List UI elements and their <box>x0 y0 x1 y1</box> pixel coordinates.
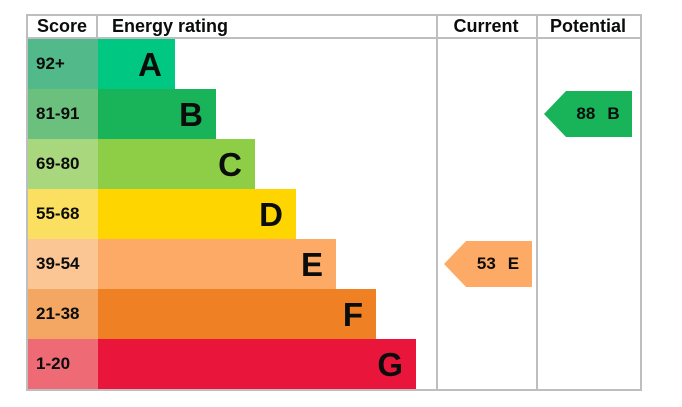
rating-table: Score Energy rating Current Potential 92… <box>26 14 642 391</box>
band-row-b: 81-91 B <box>28 89 640 139</box>
band-row-c: 69-80 C <box>28 139 640 189</box>
band-bar-c: C <box>98 139 255 189</box>
band-bar-b: B <box>98 89 216 139</box>
band-bar-a: A <box>98 39 175 89</box>
band-bar-d: D <box>98 189 296 239</box>
band-score-range: 39-54 <box>28 239 98 289</box>
band-bar-e: E <box>98 239 336 289</box>
potential-rating-arrow: 88 B <box>544 91 632 137</box>
band-bar-g: G <box>98 339 416 389</box>
table-header-row: Score Energy rating Current Potential <box>28 16 640 39</box>
band-score-range: 69-80 <box>28 139 98 189</box>
current-column-header: Current <box>453 16 519 36</box>
band-row-a: 92+ A <box>28 39 640 89</box>
score-column-header: Score <box>28 16 98 37</box>
band-row-f: 21-38 F <box>28 289 640 339</box>
potential-rating-score: 88 <box>576 104 596 123</box>
band-letter: C <box>218 145 242 183</box>
band-row-e: 39-54 E <box>28 239 640 289</box>
potential-rating-band: B <box>607 104 620 123</box>
potential-column-divider <box>536 16 538 389</box>
current-rating-score: 53 <box>476 254 496 273</box>
band-letter: D <box>259 195 283 233</box>
band-letter: F <box>342 295 363 333</box>
potential-column-header: Potential <box>549 16 626 36</box>
energy-rating-column-header: Energy rating <box>112 16 229 36</box>
current-column-divider <box>436 16 438 389</box>
band-score-range: 1-20 <box>28 339 98 389</box>
band-bar-f: F <box>98 289 376 339</box>
band-row-g: 1-20 G <box>28 339 640 389</box>
band-score-range: 81-91 <box>28 89 98 139</box>
band-row-d: 55-68 D <box>28 189 640 239</box>
band-letter: E <box>300 245 323 283</box>
band-letter: A <box>138 45 162 83</box>
band-score-range: 55-68 <box>28 189 98 239</box>
current-rating-band: E <box>507 254 520 273</box>
band-letter: B <box>179 95 203 133</box>
band-letter: G <box>377 345 403 383</box>
band-score-range: 21-38 <box>28 289 98 339</box>
band-score-range: 92+ <box>28 39 98 89</box>
